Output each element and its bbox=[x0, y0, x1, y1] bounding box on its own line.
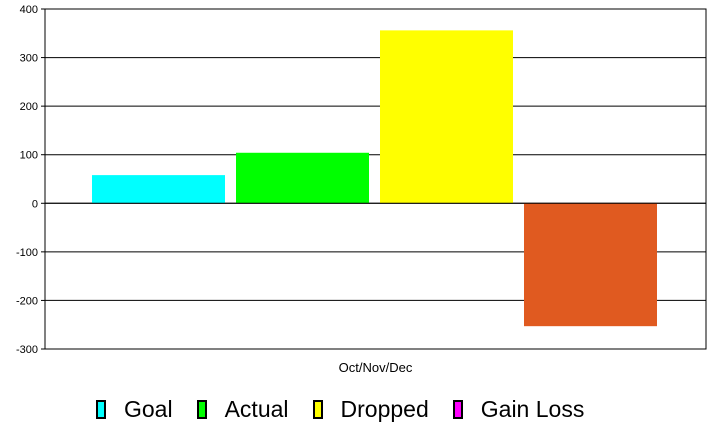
plot-area-frame bbox=[44, 8, 707, 350]
y-tick-label: 200 bbox=[20, 101, 38, 113]
legend-label-goal: Goal bbox=[124, 395, 173, 422]
y-tick-label: -300 bbox=[16, 344, 38, 356]
bars bbox=[92, 30, 657, 327]
bar-gain-loss bbox=[524, 203, 657, 327]
legend-item-actual: Actual bbox=[196, 395, 289, 423]
bar-goal bbox=[92, 175, 225, 204]
bar-dropped bbox=[380, 30, 513, 204]
legend-item-dropped: Dropped bbox=[312, 395, 429, 423]
legend-swatch-gain-loss bbox=[452, 399, 463, 419]
y-tick-label: 300 bbox=[20, 53, 38, 65]
legend: Goal Actual Dropped Gain Loss bbox=[96, 392, 608, 426]
y-tick-label: -200 bbox=[16, 295, 38, 307]
legend-item-goal: Goal bbox=[96, 396, 173, 423]
legend-swatch-dropped bbox=[312, 399, 323, 419]
y-tick-label: 0 bbox=[32, 198, 38, 210]
legend-label-gain-loss: Gain Loss bbox=[480, 395, 585, 422]
y-axis-ticks: 400 300 200 100 0 -100 -200 -300 bbox=[16, 4, 45, 356]
bar-actual bbox=[236, 152, 369, 204]
legend-item-gain-loss: Gain Loss bbox=[452, 395, 585, 423]
x-category-label: Oct/Nov/Dec bbox=[339, 360, 413, 375]
legend-swatch-actual bbox=[196, 399, 207, 419]
legend-label-dropped: Dropped bbox=[340, 395, 429, 422]
y-tick-label: 100 bbox=[20, 150, 38, 162]
legend-swatch-goal bbox=[96, 399, 106, 419]
legend-label-actual: Actual bbox=[224, 395, 289, 422]
y-tick-label: 400 bbox=[20, 4, 38, 16]
y-tick-label: -100 bbox=[16, 247, 38, 259]
